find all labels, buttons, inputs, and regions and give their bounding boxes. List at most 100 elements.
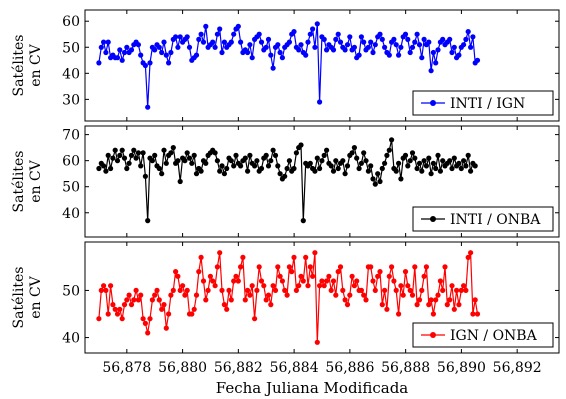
data-point bbox=[333, 36, 339, 43]
data-point bbox=[379, 36, 385, 43]
data-point bbox=[96, 60, 102, 66]
data-point bbox=[377, 178, 383, 185]
data-point bbox=[379, 165, 385, 172]
data-point bbox=[154, 287, 160, 293]
data-point bbox=[454, 287, 460, 293]
data-point bbox=[321, 36, 327, 43]
data-point bbox=[224, 306, 230, 312]
data-point bbox=[249, 283, 255, 289]
data-point bbox=[119, 57, 125, 63]
data-point bbox=[140, 316, 146, 322]
data-point bbox=[300, 278, 306, 284]
data-point bbox=[256, 264, 262, 270]
data-point bbox=[428, 297, 434, 303]
data-point bbox=[186, 155, 193, 161]
data-point bbox=[145, 330, 151, 336]
data-point bbox=[291, 254, 297, 260]
data-point bbox=[423, 264, 429, 270]
data-point bbox=[419, 287, 425, 293]
data-point bbox=[405, 163, 411, 169]
data-point bbox=[421, 158, 427, 164]
y-tick-label: 60 bbox=[62, 154, 80, 170]
data-point bbox=[384, 152, 390, 158]
data-point bbox=[421, 36, 427, 43]
data-point bbox=[433, 297, 439, 303]
data-point bbox=[263, 297, 269, 303]
data-point bbox=[275, 163, 281, 169]
data-point bbox=[461, 283, 467, 289]
data-point bbox=[170, 145, 176, 151]
data-point bbox=[324, 147, 330, 153]
legend-marker bbox=[430, 332, 436, 338]
data-point bbox=[370, 278, 376, 284]
data-point bbox=[212, 150, 218, 156]
data-point bbox=[219, 287, 225, 293]
data-point bbox=[412, 39, 418, 45]
data-point bbox=[110, 302, 116, 308]
data-point bbox=[465, 152, 471, 158]
data-point bbox=[228, 297, 234, 303]
data-point bbox=[426, 302, 432, 308]
data-point bbox=[117, 306, 123, 312]
data-point bbox=[101, 283, 107, 289]
data-point bbox=[396, 160, 402, 166]
data-point bbox=[103, 49, 109, 56]
y-tick-label: 60 bbox=[62, 14, 80, 30]
data-point bbox=[398, 176, 404, 182]
x-tick-label: 56,882 bbox=[214, 360, 263, 376]
series-markers bbox=[96, 21, 481, 110]
data-point bbox=[335, 31, 341, 37]
x-tick-label: 56,878 bbox=[102, 360, 151, 376]
data-point bbox=[149, 297, 155, 303]
panel-3: 40 50 Satélites en CV IGN / ONBA bbox=[11, 241, 560, 354]
data-point bbox=[189, 160, 195, 166]
data-point bbox=[317, 99, 323, 105]
data-point bbox=[203, 160, 209, 166]
data-point bbox=[270, 283, 276, 289]
data-point bbox=[180, 283, 186, 289]
data-point bbox=[96, 316, 102, 322]
data-point bbox=[226, 287, 232, 293]
data-point bbox=[147, 60, 153, 66]
data-point bbox=[407, 287, 413, 293]
data-point bbox=[135, 42, 141, 48]
data-point bbox=[303, 52, 309, 58]
data-point bbox=[98, 287, 104, 293]
legend-marker bbox=[430, 216, 436, 222]
data-point bbox=[428, 171, 434, 177]
data-point bbox=[272, 152, 279, 158]
data-point bbox=[156, 165, 162, 172]
data-point bbox=[191, 152, 197, 158]
x-tick-label: 56,884 bbox=[270, 360, 319, 376]
data-point bbox=[119, 316, 125, 322]
data-point bbox=[126, 160, 132, 166]
data-point bbox=[409, 44, 416, 50]
data-point bbox=[177, 178, 183, 185]
data-point bbox=[103, 168, 109, 174]
data-point bbox=[419, 168, 425, 174]
data-point bbox=[175, 158, 181, 164]
data-point bbox=[435, 292, 441, 298]
data-point bbox=[282, 287, 288, 293]
data-point bbox=[193, 292, 200, 298]
data-point bbox=[303, 254, 309, 260]
data-point bbox=[163, 160, 169, 166]
data-point bbox=[212, 283, 218, 289]
data-point bbox=[142, 173, 148, 179]
data-point bbox=[361, 292, 367, 298]
data-point bbox=[451, 306, 457, 312]
data-point bbox=[370, 176, 376, 182]
data-point bbox=[426, 155, 432, 161]
data-point bbox=[231, 163, 237, 169]
data-point bbox=[458, 165, 464, 172]
data-point bbox=[203, 23, 209, 29]
data-point bbox=[242, 155, 248, 161]
legend: IGN / ONBA bbox=[412, 322, 554, 348]
data-point bbox=[217, 168, 223, 174]
data-point bbox=[131, 147, 137, 153]
data-point bbox=[163, 325, 169, 331]
data-point bbox=[228, 39, 234, 45]
data-point bbox=[108, 283, 114, 289]
data-point bbox=[382, 287, 388, 293]
